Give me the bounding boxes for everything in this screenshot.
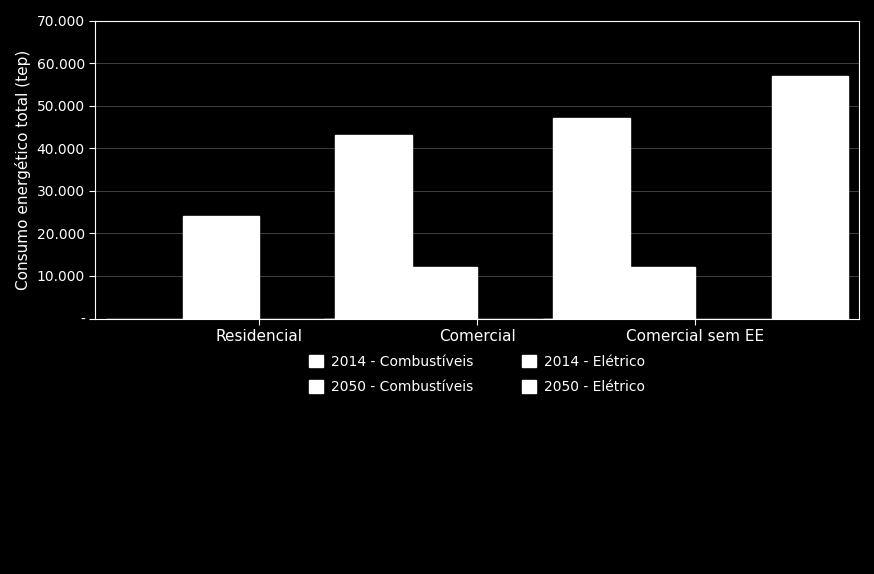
Bar [401,267,477,319]
Y-axis label: Consumo energético total (tep): Consumo energético total (tep) [15,49,31,290]
Bar [619,267,696,319]
Bar [553,118,630,319]
Bar [183,216,259,319]
Bar [336,135,412,319]
Bar [772,76,848,319]
Legend: 2014 - Combustíveis, 2050 - Combustíveis, 2014 - Elétrico, 2050 - Elétrico: 2014 - Combustíveis, 2050 - Combustíveis… [302,348,652,401]
